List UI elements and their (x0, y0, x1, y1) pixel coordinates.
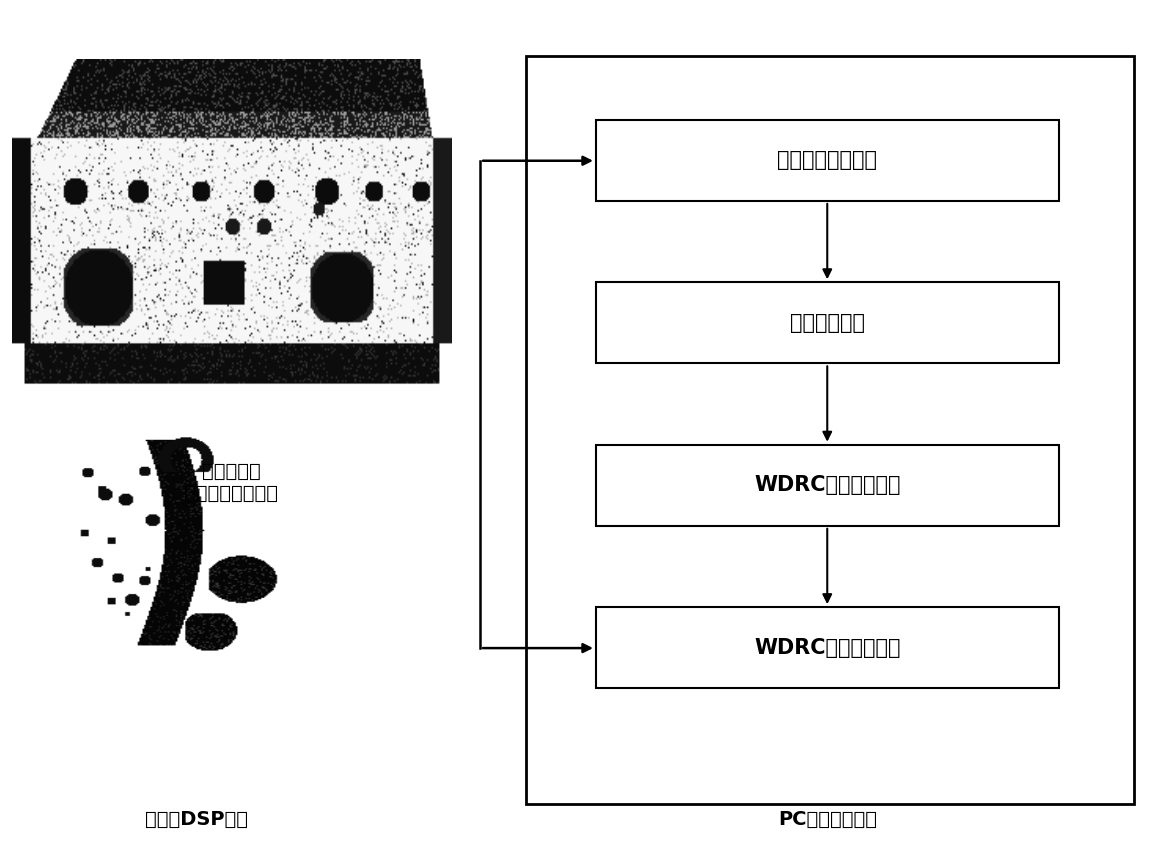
Text: 听力计测听
或听力图直接输入: 听力计测听 或听力图直接输入 (184, 462, 279, 503)
Bar (596, 282, 1059, 363)
Text: 目标曲线计算模块: 目标曲线计算模块 (778, 150, 877, 170)
Bar (596, 607, 1059, 688)
Text: 嵌入式DSP部分: 嵌入式DSP部分 (145, 811, 249, 829)
Bar (526, 56, 1134, 804)
Text: 通道分割模块: 通道分割模块 (790, 313, 864, 333)
Bar (596, 445, 1059, 526)
Bar (596, 120, 1059, 201)
Text: WDRC参数计算模块: WDRC参数计算模块 (754, 475, 900, 495)
Text: WDRC参数解析模块: WDRC参数解析模块 (754, 638, 900, 657)
Text: PC自动验配部分: PC自动验配部分 (778, 811, 877, 829)
